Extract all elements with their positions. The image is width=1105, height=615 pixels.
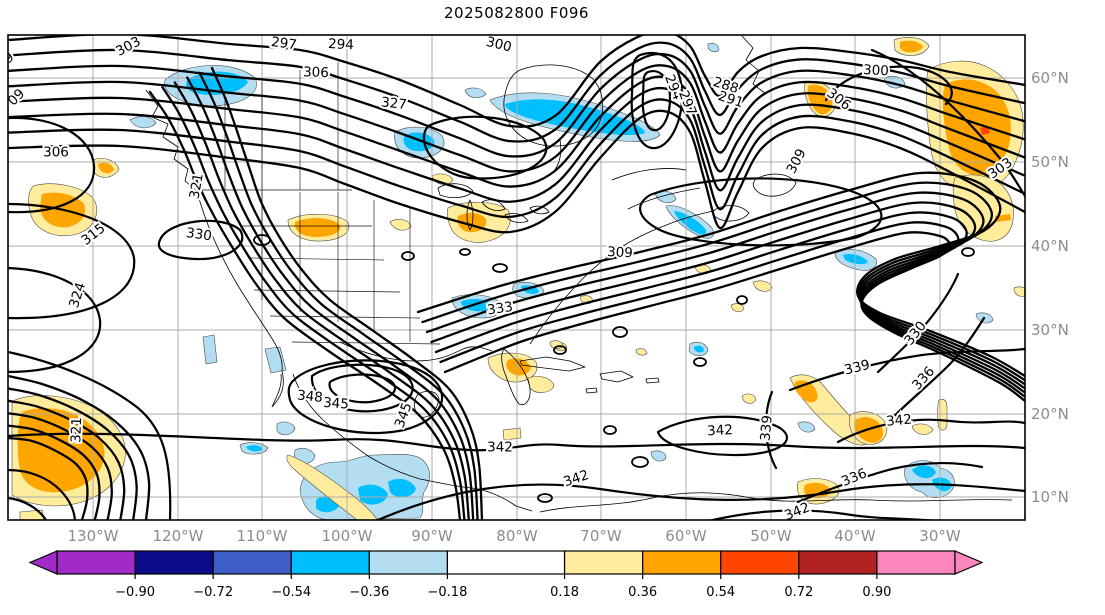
- colorbar-tick-label: 0.36: [628, 585, 657, 600]
- colorbar-left-arrow: [28, 550, 58, 575]
- contour-label: 342: [707, 422, 734, 439]
- colorbar-tick-label: −0.54: [271, 585, 311, 600]
- contour-line: [8, 109, 1025, 234]
- colorbar-tick-label: 0.18: [550, 585, 579, 600]
- contour-line: [210, 66, 484, 520]
- longitude-axis-labels: 130°W 120°W 110°W 100°W 90°W 80°W 70°W 60°W 50°W…: [68, 527, 961, 545]
- colorbar-tick-label: 0.72: [784, 585, 813, 600]
- lat-tick-label: 30°N: [1031, 321, 1069, 339]
- contour-line: [421, 181, 1025, 382]
- contour-lines: [8, 48, 1025, 520]
- lon-tick-label: 80°W: [496, 527, 538, 545]
- contour-label: 330: [185, 225, 213, 244]
- contour-label: 297: [270, 34, 298, 53]
- colorbar-segment: [563, 550, 644, 575]
- colorbar: −0.90 −0.72 −0.54 −0.36 −0.18 0.18 0.36 0.54 0.7…: [28, 550, 984, 600]
- contour-label: 300: [863, 62, 890, 79]
- contour-line: [148, 90, 462, 520]
- contour-line: [186, 76, 475, 520]
- contour-line: [8, 75, 1025, 188]
- contour-label: 321: [68, 417, 85, 443]
- contour-label: 09: [0, 49, 17, 72]
- contour-line: [161, 86, 466, 520]
- contour-line: [430, 201, 1025, 390]
- colorbar-segment: [446, 550, 566, 575]
- lon-tick-label: 120°W: [153, 527, 204, 545]
- colorbar-segment: [876, 550, 956, 575]
- contour-label: 294: [328, 36, 355, 53]
- lon-tick-label: 30°W: [919, 527, 961, 545]
- lon-tick-label: 100°W: [322, 527, 373, 545]
- contour-label: 306: [303, 64, 329, 81]
- lon-tick-label: 70°W: [580, 527, 622, 545]
- contour-line: [8, 41, 1025, 143]
- colorbar-tick-label: 0.54: [706, 585, 735, 600]
- colorbar-segment: [212, 550, 292, 575]
- lon-tick-label: 130°W: [68, 527, 119, 545]
- lat-tick-label: 50°N: [1031, 153, 1069, 171]
- latitude-axis-labels: 60°N 50°N 40°N 30°N 20°N 10°N: [1031, 69, 1069, 506]
- colorbar-tick-label: −0.18: [428, 585, 468, 600]
- lon-tick-label: 60°W: [665, 527, 707, 545]
- colorbar-segment: [642, 550, 722, 575]
- contour-line: [8, 374, 151, 520]
- contour-line: [8, 412, 113, 520]
- colorbar-segment: [134, 550, 214, 575]
- coastlines: [145, 35, 1013, 513]
- contour-line: [198, 71, 479, 520]
- colorbar-tick-label: 0.90: [862, 585, 891, 600]
- colorbar-tick-label: −0.36: [349, 585, 389, 600]
- colorbar-segment: [56, 550, 136, 575]
- contour-label: 306: [43, 145, 69, 161]
- contour-label: 309: [607, 244, 634, 261]
- chart-title: 2025082800 F096: [444, 4, 589, 22]
- lon-tick-label: 50°W: [750, 527, 792, 545]
- contour-label: 339: [758, 415, 776, 442]
- contour-label: 348: [296, 387, 323, 406]
- lon-tick-label: 40°W: [834, 527, 876, 545]
- colorbar-tick-label: −0.90: [115, 585, 155, 600]
- contour-line: [443, 231, 1025, 403]
- contour-line: [439, 221, 1025, 398]
- contour-line: [8, 387, 138, 520]
- contour-line: [8, 86, 1025, 203]
- contour-line: [416, 171, 1025, 378]
- contour-line: [173, 81, 470, 520]
- contour-line: [8, 98, 1025, 219]
- contour-label: 342: [886, 412, 913, 430]
- contour-line: [8, 399, 126, 520]
- contour-label: 327: [380, 94, 407, 113]
- lat-tick-label: 40°N: [1031, 237, 1069, 255]
- lat-tick-label: 60°N: [1031, 69, 1069, 87]
- contour-line: [434, 211, 1025, 394]
- contour-line: [8, 35, 1025, 128]
- lon-tick-label: 110°W: [237, 527, 288, 545]
- contour-label: 333: [486, 299, 514, 318]
- colorbar-right-arrow: [954, 550, 984, 575]
- contour-line: [8, 52, 1025, 158]
- colorbar-tick-label: −0.72: [193, 585, 233, 600]
- contour-line: [8, 64, 1025, 173]
- contour-label: 345: [323, 395, 350, 413]
- contour-label: 342: [487, 440, 513, 456]
- contour-bundles: [8, 35, 1025, 520]
- map-frame: [7, 34, 1026, 521]
- colorbar-segment: [368, 550, 448, 575]
- lon-tick-label: 90°W: [411, 527, 453, 545]
- colorbar-segment: [290, 550, 370, 575]
- colorbar-segment: [720, 550, 800, 575]
- lat-tick-label: 20°N: [1031, 405, 1069, 423]
- lat-tick-label: 10°N: [1031, 488, 1069, 506]
- contour-line: [425, 191, 1025, 386]
- contour-line: [8, 424, 101, 520]
- colorbar-segment: [798, 550, 878, 575]
- contour-line: [8, 436, 89, 520]
